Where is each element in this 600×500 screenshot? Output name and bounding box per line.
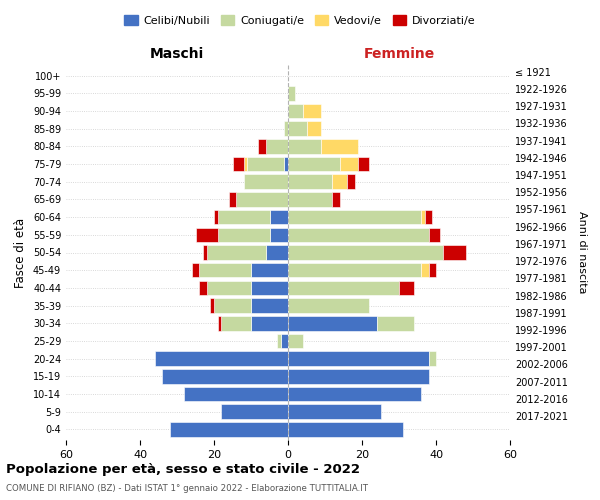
Bar — [206, 280, 251, 295]
Bar — [288, 192, 332, 206]
Bar — [199, 263, 251, 278]
Text: Maschi: Maschi — [150, 48, 204, 62]
Bar — [288, 245, 443, 260]
Bar — [244, 157, 247, 172]
Bar — [428, 352, 436, 366]
Bar — [284, 122, 288, 136]
Bar — [288, 387, 421, 402]
Bar — [281, 334, 288, 348]
Bar — [288, 352, 428, 366]
Bar — [229, 192, 236, 206]
Bar — [196, 228, 218, 242]
Text: Popolazione per età, sesso e stato civile - 2022: Popolazione per età, sesso e stato civil… — [6, 462, 360, 475]
Bar — [269, 228, 288, 242]
Bar — [236, 192, 288, 206]
Bar — [214, 210, 218, 224]
Bar — [251, 298, 288, 313]
Bar — [184, 387, 288, 402]
Bar — [332, 192, 340, 206]
Bar — [358, 157, 370, 172]
Bar — [288, 157, 340, 172]
Bar — [288, 369, 428, 384]
Bar — [206, 245, 266, 260]
Bar — [218, 228, 269, 242]
Bar — [399, 280, 414, 295]
Bar — [288, 122, 307, 136]
Text: Femmine: Femmine — [364, 48, 434, 62]
Bar — [192, 263, 199, 278]
Bar — [277, 334, 281, 348]
Bar — [162, 369, 288, 384]
Text: COMUNE DI RIFIANO (BZ) - Dati ISTAT 1° gennaio 2022 - Elaborazione TUTTITALIA.IT: COMUNE DI RIFIANO (BZ) - Dati ISTAT 1° g… — [6, 484, 368, 493]
Bar — [284, 157, 288, 172]
Bar — [307, 122, 322, 136]
Bar — [155, 352, 288, 366]
Bar — [288, 174, 332, 189]
Bar — [332, 174, 347, 189]
Bar — [214, 298, 251, 313]
Bar — [428, 263, 436, 278]
Bar — [288, 263, 421, 278]
Bar — [211, 298, 214, 313]
Bar — [340, 157, 358, 172]
Y-axis label: Anni di nascita: Anni di nascita — [577, 211, 587, 294]
Bar — [322, 139, 358, 154]
Bar — [425, 210, 432, 224]
Bar — [377, 316, 414, 330]
Bar — [347, 174, 355, 189]
Bar — [247, 157, 284, 172]
Bar — [259, 139, 266, 154]
Bar — [244, 174, 288, 189]
Bar — [218, 210, 269, 224]
Bar — [288, 228, 428, 242]
Bar — [421, 263, 428, 278]
Bar — [288, 210, 421, 224]
Bar — [266, 139, 288, 154]
Bar — [170, 422, 288, 436]
Bar — [288, 298, 370, 313]
Bar — [218, 316, 221, 330]
Bar — [251, 316, 288, 330]
Y-axis label: Fasce di età: Fasce di età — [14, 218, 27, 288]
Legend: Celibi/Nubili, Coniugati/e, Vedovi/e, Divorziati/e: Celibi/Nubili, Coniugati/e, Vedovi/e, Di… — [120, 10, 480, 30]
Bar — [288, 404, 380, 419]
Bar — [288, 104, 303, 118]
Bar — [288, 422, 403, 436]
Bar — [251, 263, 288, 278]
Bar — [221, 316, 251, 330]
Bar — [199, 280, 206, 295]
Bar — [303, 104, 322, 118]
Bar — [288, 280, 399, 295]
Bar — [288, 316, 377, 330]
Bar — [428, 228, 440, 242]
Bar — [233, 157, 244, 172]
Bar — [421, 210, 425, 224]
Bar — [288, 139, 322, 154]
Bar — [443, 245, 466, 260]
Bar — [266, 245, 288, 260]
Bar — [203, 245, 206, 260]
Bar — [221, 404, 288, 419]
Bar — [269, 210, 288, 224]
Bar — [251, 280, 288, 295]
Bar — [288, 334, 303, 348]
Bar — [288, 86, 295, 101]
